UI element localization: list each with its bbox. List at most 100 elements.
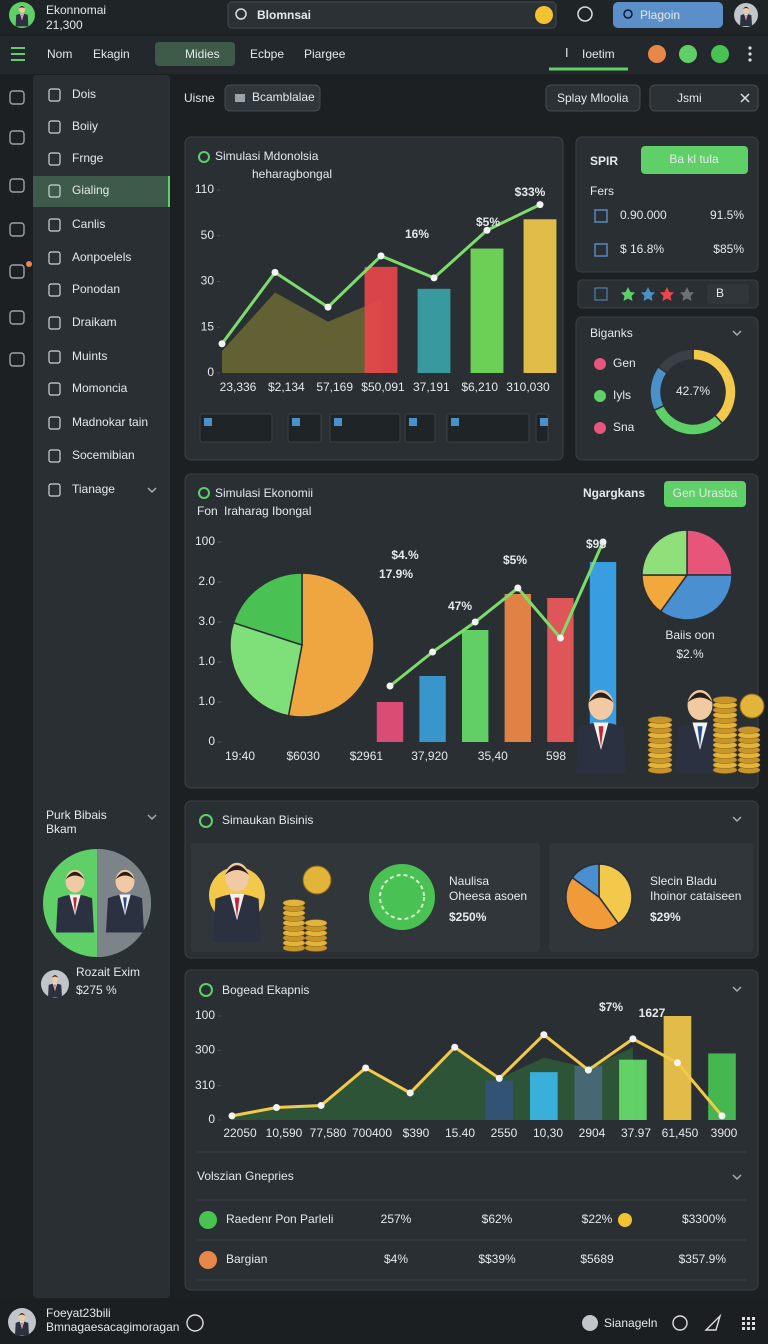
spir-button[interactable] xyxy=(641,146,748,174)
menu-item[interactable]: Boiiy xyxy=(72,119,98,133)
star[interactable] xyxy=(660,287,674,301)
x-tick-label: 37.97 xyxy=(621,1126,651,1140)
sidebar xyxy=(33,75,170,1298)
menu-item[interactable]: Gialing xyxy=(72,183,109,197)
nav-item[interactable]: Ekagin xyxy=(93,47,130,61)
title-icon xyxy=(198,487,210,499)
nav-item[interactable]: Piargee xyxy=(304,47,346,61)
table-cell[interactable]: Bargian xyxy=(226,1252,267,1266)
chip-icon xyxy=(235,94,245,102)
menu-item[interactable]: Frnge xyxy=(72,151,104,165)
nav-active[interactable] xyxy=(155,42,235,66)
rail-icon[interactable] xyxy=(9,222,25,237)
menu-item[interactable]: Madnokar tain xyxy=(72,415,148,429)
table-cell[interactable]: Raedenr Pon Parleli xyxy=(226,1212,333,1226)
row-checkbox[interactable] xyxy=(594,243,608,257)
panel-title: Biganks xyxy=(590,326,633,340)
grid-icon-dot xyxy=(752,1327,755,1330)
filter-box[interactable] xyxy=(649,84,759,112)
grid-icon-dot xyxy=(742,1327,745,1330)
line-point xyxy=(483,226,491,234)
rail-icon[interactable] xyxy=(9,352,25,367)
slice xyxy=(232,572,303,647)
card-value: $29% xyxy=(650,910,681,924)
menu-item[interactable]: Momoncia xyxy=(72,381,128,395)
y-tick-label: 0 xyxy=(207,365,214,379)
x-tick-label: 700400 xyxy=(352,1126,392,1140)
nav-tab[interactable]: Ioetim xyxy=(582,47,615,61)
legend-dot xyxy=(594,358,606,370)
view-label[interactable]: Splay Mloolia xyxy=(557,91,629,105)
view-button[interactable] xyxy=(545,84,641,112)
panel-button-label[interactable]: Gen Urasba xyxy=(673,486,738,500)
line-point xyxy=(451,1043,459,1051)
menu-item[interactable]: Draikam xyxy=(72,315,117,329)
menu-item[interactable]: Socemibian xyxy=(72,448,135,462)
nav-item[interactable]: Midies xyxy=(185,47,220,61)
table-cell: 257% xyxy=(381,1212,412,1226)
menu-item[interactable]: Canlis xyxy=(72,217,105,231)
rail-icon[interactable] xyxy=(9,310,25,325)
rail-icon[interactable] xyxy=(9,264,25,279)
menu-item[interactable]: Tianage xyxy=(72,482,115,496)
bar xyxy=(547,598,574,742)
line-point xyxy=(584,1066,592,1074)
chevron[interactable] xyxy=(732,816,742,823)
panel-button[interactable] xyxy=(664,481,746,507)
nav-item[interactable]: Nom xyxy=(47,47,72,61)
nav-icon xyxy=(679,45,697,63)
menu-item[interactable]: Dois xyxy=(72,87,96,101)
chevron[interactable] xyxy=(732,986,742,993)
filter-label[interactable]: Jsmi xyxy=(677,91,702,105)
line-point xyxy=(599,538,607,546)
clock-icon xyxy=(577,6,593,22)
y-tick-label: 0 xyxy=(208,734,215,748)
menu-item[interactable]: Ponodan xyxy=(72,282,120,296)
card-subtitle: Ihoinor cataiseen xyxy=(650,889,741,903)
donut-center: 42.7% xyxy=(676,384,710,398)
star[interactable] xyxy=(621,287,635,301)
nav-item[interactable]: Ecbpe xyxy=(250,47,284,61)
x-tick-label: 3900 xyxy=(711,1126,738,1140)
bar xyxy=(376,702,404,742)
bar xyxy=(419,676,446,742)
chevron[interactable] xyxy=(147,487,157,494)
y-tick-label: 1.0 xyxy=(198,694,215,708)
x-tick-label: 15.40 xyxy=(445,1126,475,1140)
legend-swatch xyxy=(292,418,300,426)
footer-icon[interactable] xyxy=(704,1313,722,1331)
search-box[interactable] xyxy=(227,1,557,29)
chevron[interactable] xyxy=(147,814,157,821)
table-cell: $3300% xyxy=(682,1212,726,1226)
close-icon[interactable] xyxy=(740,93,750,103)
spir-button-label[interactable]: Ba kl tula xyxy=(669,152,719,166)
chip-label[interactable]: Bcamblalae xyxy=(252,90,315,104)
rail-icon[interactable] xyxy=(9,90,25,105)
footer-user[interactable]: Sianageln xyxy=(604,1316,657,1330)
nav-icon xyxy=(711,45,729,63)
person-tie xyxy=(234,897,240,918)
row-checkbox[interactable] xyxy=(594,209,608,223)
login-button[interactable] xyxy=(613,2,723,28)
legend-card xyxy=(446,413,530,443)
menu-icon xyxy=(48,218,61,232)
panel-title: Simulasi Mdonolsia xyxy=(215,149,319,163)
x-tick-label: 37,191 xyxy=(413,380,450,394)
bar xyxy=(574,1065,603,1120)
rail-icon[interactable] xyxy=(9,178,25,193)
menu-item[interactable]: Muints xyxy=(72,349,107,363)
menu-item[interactable]: Aonpoelels xyxy=(72,250,131,264)
rail-icon[interactable] xyxy=(9,130,25,145)
login-label[interactable]: Plagoin xyxy=(640,8,680,22)
coin xyxy=(737,726,761,734)
chevron[interactable] xyxy=(732,330,742,337)
y-tick-label: 110 xyxy=(195,182,214,196)
line-point xyxy=(271,268,279,276)
star[interactable] xyxy=(641,287,655,301)
star[interactable] xyxy=(680,287,694,301)
chip[interactable] xyxy=(224,84,321,112)
annotation: 1627 xyxy=(639,1006,666,1020)
search-text[interactable]: Blomnsai xyxy=(257,8,311,22)
chevron[interactable] xyxy=(732,1174,742,1181)
nav-bar xyxy=(0,36,768,74)
